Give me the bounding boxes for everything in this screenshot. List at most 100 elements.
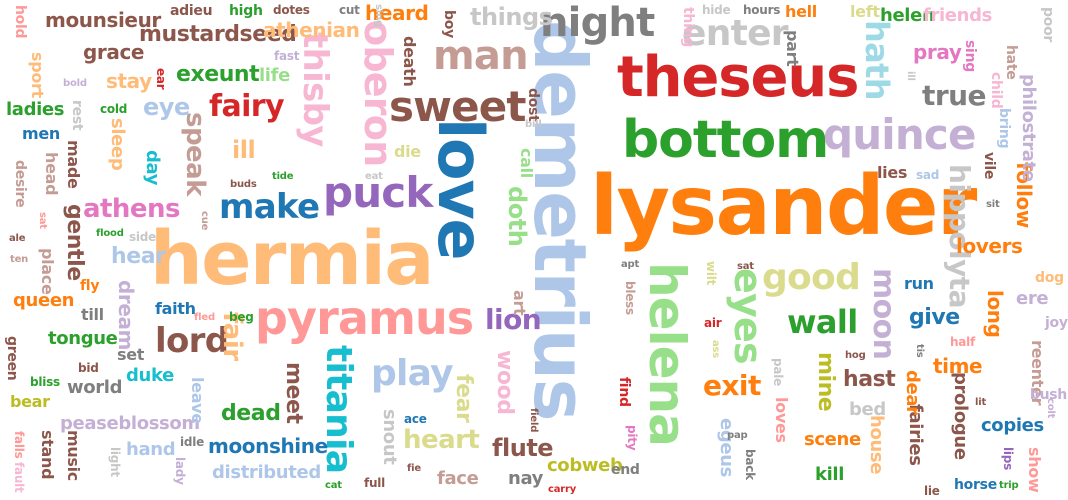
cloud-word: hear (111, 244, 166, 269)
cloud-word: lion (485, 303, 542, 336)
cloud-word: stay (106, 69, 152, 93)
cloud-word: time (933, 354, 983, 378)
cloud-word: things (470, 3, 553, 31)
cloud-word: life (259, 65, 290, 86)
cloud-word: pyramus (255, 291, 474, 345)
cloud-word: hath (858, 20, 896, 100)
cloud-word: give (909, 305, 960, 330)
cloud-word: fast (274, 49, 300, 63)
cloud-word: light (108, 447, 122, 477)
cloud-word: ale (9, 233, 26, 244)
cloud-word: lit (975, 397, 987, 408)
cloud-word: true (922, 79, 986, 112)
cloud-word: bold (63, 78, 87, 89)
cloud-word: wilt (704, 261, 718, 286)
cloud-word: man (433, 33, 529, 79)
cloud-word: dead (221, 401, 281, 426)
cloud-word: sat (37, 212, 48, 229)
cloud-word: show (1025, 447, 1044, 493)
cloud-word: hog (845, 350, 866, 361)
cloud-word: left (850, 2, 880, 21)
cloud-word: sad (916, 168, 940, 182)
cloud-word: good (762, 257, 861, 298)
cloud-word: cue (199, 211, 210, 231)
cloud-word: fear (451, 374, 476, 423)
cloud-word: bliss (30, 375, 60, 389)
cloud-word: fault (12, 462, 26, 493)
cloud-word: half (950, 335, 976, 349)
cloud-word: buds (230, 179, 257, 190)
cloud-word: hide (702, 3, 731, 17)
cloud-word: bear (10, 392, 50, 411)
cloud-word: faith (155, 299, 196, 318)
cloud-word: moonshine (208, 434, 328, 458)
cloud-word: speak (180, 112, 210, 196)
cloud-word: cat (325, 480, 342, 491)
cloud-word: ear (154, 68, 168, 90)
cloud-word: falls (12, 431, 26, 459)
cloud-word: pity (625, 425, 639, 451)
cloud-word: distributed (212, 462, 321, 483)
cloud-word: apt (621, 259, 640, 270)
cloud-word: house (866, 415, 887, 475)
cloud-word: lady (173, 457, 187, 485)
cloud-word: demetrius (518, 20, 602, 420)
cloud-word: child (988, 72, 1004, 109)
cloud-word: dost (525, 88, 541, 122)
cloud-word: moon (866, 268, 901, 360)
cloud-word: full (364, 476, 386, 490)
cloud-word: dotes (273, 3, 310, 17)
cloud-word: meet (281, 362, 306, 424)
cloud-word: ill (232, 136, 256, 164)
cloud-word: gentle (62, 204, 87, 281)
cloud-word: adieu (170, 3, 213, 19)
cloud-word: men (22, 124, 60, 143)
cloud-word: wall (787, 303, 858, 341)
cloud-word: ladies (6, 99, 65, 120)
cloud-word: sing (962, 40, 978, 73)
cloud-word: flute (492, 434, 554, 462)
cloud-word: beg (229, 310, 254, 324)
cloud-word: flood (96, 228, 124, 239)
cloud-word: dog (1035, 270, 1064, 286)
cloud-word: nay (508, 468, 544, 489)
cloud-word: lord (155, 321, 229, 361)
cloud-word: doth (503, 186, 531, 247)
cloud-word: heart (403, 425, 480, 455)
cloud-word: sport (28, 52, 47, 98)
cloud-word: puck (323, 168, 433, 217)
cloud-word: back (743, 449, 757, 480)
cloud-word: theseus (617, 45, 859, 110)
cloud-word: tongue (48, 328, 118, 349)
cloud-word: copies (981, 415, 1044, 436)
cloud-word: hast (843, 367, 896, 392)
cloud-word: hand (126, 439, 176, 460)
cloud-word: pale (771, 358, 785, 386)
cloud-word: cut (339, 3, 360, 17)
cloud-word: sit (986, 199, 1000, 210)
cloud-word: music (64, 430, 83, 481)
cloud-word: till (81, 305, 104, 324)
cloud-word: die (394, 142, 421, 161)
cloud-word: hell (785, 2, 817, 21)
cloud-word: boy (441, 10, 457, 38)
cloud-word: side (129, 230, 157, 244)
cloud-word: sat (737, 261, 754, 272)
cloud-word: hold (12, 5, 28, 39)
cloud-word: ace (404, 412, 427, 426)
cloud-word: helen (880, 5, 935, 26)
cloud-word: field (528, 408, 539, 433)
cloud-word: make (219, 187, 320, 227)
cloud-word: rest (69, 100, 85, 131)
cloud-word: prologue (950, 372, 971, 460)
cloud-word: part (783, 30, 802, 67)
cloud-word: exit (703, 369, 761, 402)
cloud-word: exeunt (176, 62, 260, 87)
cloud-word: world (67, 377, 123, 398)
cloud-word: bottom (622, 110, 829, 170)
cloud-word: run (904, 274, 934, 293)
cloud-word: pap (727, 430, 748, 441)
cloud-word: snout (379, 409, 400, 465)
cloud-word: high (229, 3, 263, 19)
